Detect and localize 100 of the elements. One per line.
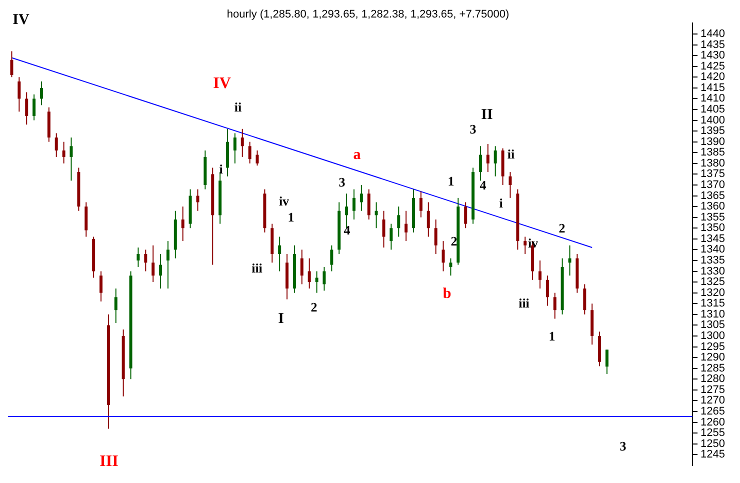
candlestick [360, 184, 363, 212]
annotation: IV [213, 75, 232, 92]
annotation: iv [528, 235, 539, 250]
annotation: III [100, 453, 118, 470]
candlestick [478, 146, 482, 182]
y-tick-label: 1310 [700, 308, 726, 320]
candlestick [538, 260, 542, 290]
candlestick [240, 128, 244, 158]
annotation: IV [12, 12, 30, 28]
candlestick [166, 240, 170, 290]
candlestick [114, 288, 118, 324]
candlestick [434, 218, 438, 255]
candlestick [568, 244, 572, 276]
annotation: II [481, 106, 493, 123]
y-tick-label: 1355 [700, 211, 726, 224]
y-tick-label: 1400 [700, 114, 726, 126]
annotation: i [219, 161, 224, 176]
candlestick [308, 258, 311, 290]
candlestick [136, 247, 140, 268]
annotation: b [442, 286, 452, 302]
candlestick [278, 236, 282, 272]
candlestick [508, 172, 512, 198]
candlestick [382, 210, 386, 248]
y-tick-label: 1315 [700, 298, 726, 310]
annotation: 3 [620, 438, 627, 454]
y-tick-label: 1290 [700, 352, 726, 364]
y-tick-label: 1385 [700, 146, 726, 159]
candlestick [181, 206, 184, 242]
candlestick [100, 270, 103, 302]
y-tick-label: 1360 [700, 200, 726, 213]
annotation: 1 [548, 328, 556, 344]
y-tick-label: 1335 [700, 254, 726, 267]
y-tick-label: 1325 [700, 276, 726, 288]
y-tick-label: 1300 [700, 330, 726, 342]
candlestick [605, 349, 608, 374]
candlestick [10, 50, 14, 78]
y-tick-label: 1280 [700, 373, 726, 386]
y-tick-label: 1420 [700, 71, 726, 84]
y-tick-label: 1340 [700, 244, 726, 256]
candlestick [352, 188, 356, 220]
candlestick [248, 141, 252, 164]
candlestick [25, 92, 28, 126]
candlestick [256, 150, 259, 166]
candlestick [330, 244, 334, 272]
candlestick [322, 266, 326, 292]
candlestick [144, 249, 148, 272]
y-tick-label: 1255 [700, 427, 726, 440]
candlestick [374, 202, 378, 229]
candlestick [426, 202, 430, 238]
y-tick-label: 1250 [700, 438, 726, 450]
annotation: 2 [558, 220, 566, 236]
annotation: 2 [310, 299, 318, 314]
annotation: iv [278, 193, 290, 208]
y-tick-label: 1345 [700, 232, 726, 245]
y-tick-label: 1350 [700, 222, 726, 234]
y-tick-label: 1270 [700, 394, 726, 407]
y-tick-label: 1275 [700, 384, 726, 396]
y-tick-label: 1380 [700, 157, 726, 170]
y-tick-label: 1405 [700, 104, 726, 116]
chart-title: hourly (1,285.80, 1,293.65, 1,282.38, 1,293.65, +7.75000) [226, 8, 510, 21]
candlestick [367, 188, 370, 220]
y-tick-label: 1390 [700, 136, 726, 148]
candlestick [449, 258, 452, 276]
annotation: I [278, 310, 284, 327]
annotation: iii [252, 260, 263, 276]
y-tick-label: 1425 [700, 60, 726, 72]
y-tick-label: 1320 [700, 286, 726, 299]
y-tick-label: 1365 [700, 190, 726, 202]
annotation: 4 [480, 177, 487, 192]
candlestick [32, 94, 36, 121]
annotation: i [499, 195, 504, 210]
candlestick [524, 236, 527, 255]
annotation: 3 [470, 121, 477, 136]
y-tick-label: 1370 [700, 179, 726, 192]
y-tick-label: 1265 [700, 406, 726, 418]
candlestick [553, 292, 556, 320]
y-tick-label: 1330 [700, 265, 726, 278]
y-tick-label: 1375 [700, 168, 726, 180]
y-tick-label: 1295 [700, 340, 726, 353]
y-tick-label: 1440 [700, 28, 726, 40]
candlestick [419, 190, 422, 218]
y-tick-label: 1430 [700, 50, 726, 62]
candlestick [18, 76, 21, 112]
y-tick-label: 1260 [700, 416, 726, 428]
y-tick-label: 1410 [700, 92, 726, 105]
annotation: ii [507, 146, 515, 162]
y-tick-label: 1395 [700, 125, 726, 138]
annotation: iii [518, 295, 530, 310]
candlestick [159, 254, 162, 290]
y-tick-label: 1435 [700, 38, 726, 51]
candlestick [546, 275, 549, 306]
candlestick [300, 249, 304, 285]
candlestick [152, 244, 155, 283]
candlestick [390, 223, 393, 250]
annotation: ii [234, 99, 242, 114]
candlestick [233, 132, 236, 164]
candlestick [70, 137, 73, 182]
annotation: 3 [338, 174, 346, 190]
y-tick-label: 1415 [700, 82, 726, 94]
y-tick-label: 1245 [700, 448, 726, 461]
